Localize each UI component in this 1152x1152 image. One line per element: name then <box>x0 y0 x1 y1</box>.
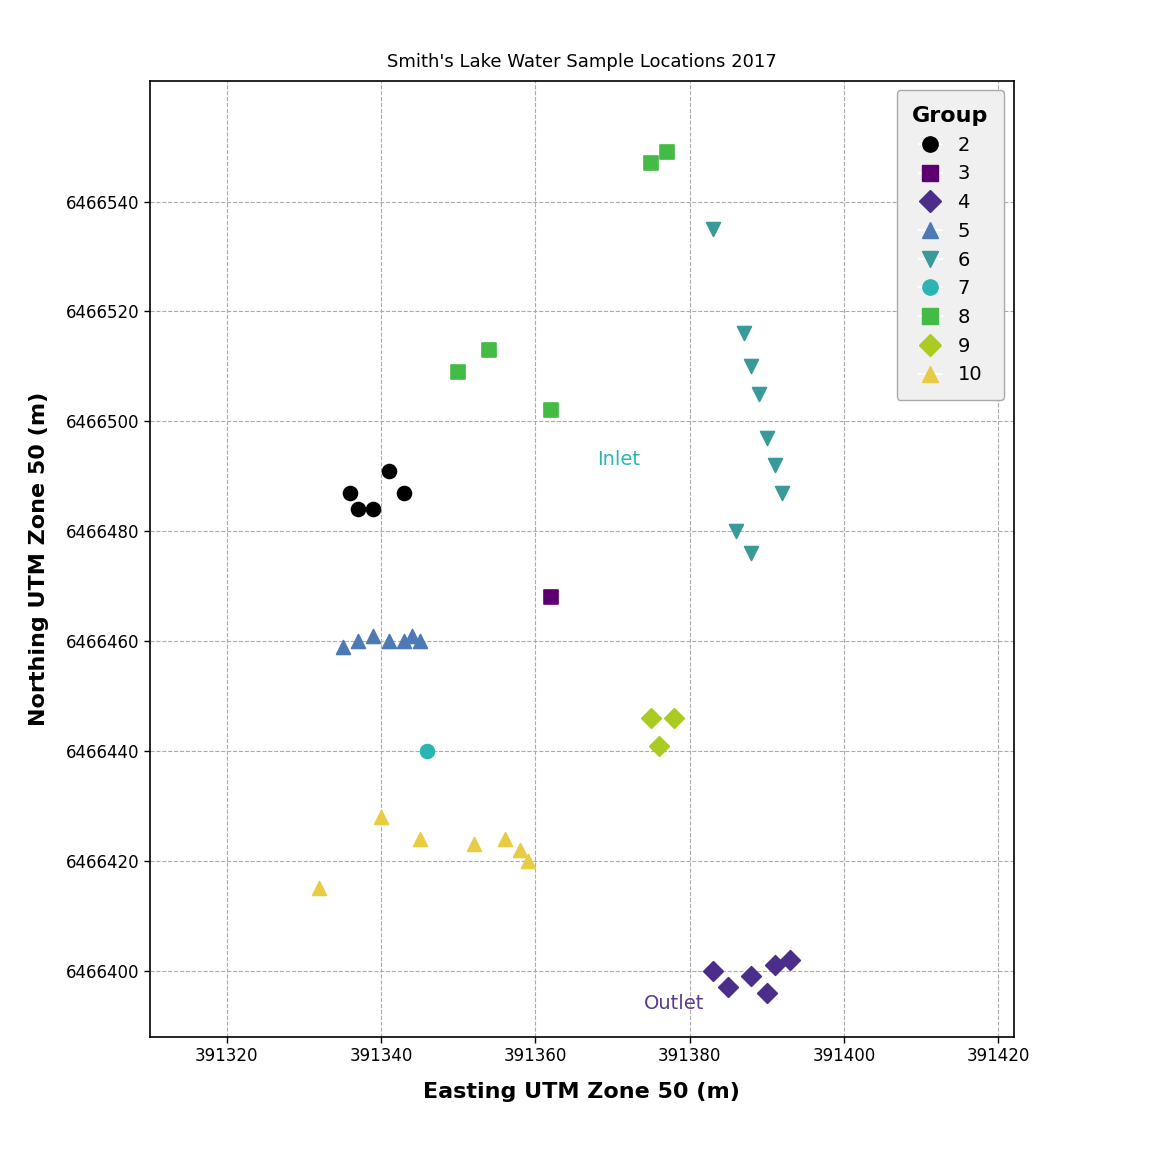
Title: Smith's Lake Water Sample Locations 2017: Smith's Lake Water Sample Locations 2017 <box>387 53 776 70</box>
Text: Inlet: Inlet <box>597 450 641 469</box>
Point <box>349 632 367 651</box>
Point <box>650 736 668 755</box>
Point <box>704 220 722 238</box>
Point <box>310 879 328 897</box>
Point <box>349 500 367 518</box>
Legend: 2, 3, 4, 5, 6, 7, 8, 9, 10: 2, 3, 4, 5, 6, 7, 8, 9, 10 <box>896 90 1005 400</box>
Point <box>541 401 560 419</box>
Point <box>735 324 753 342</box>
Point <box>742 968 760 986</box>
Point <box>333 637 351 655</box>
Point <box>510 841 529 859</box>
Point <box>480 341 499 359</box>
Point <box>372 808 391 826</box>
Point <box>449 363 468 381</box>
Point <box>727 522 745 540</box>
Y-axis label: Northing UTM Zone 50 (m): Northing UTM Zone 50 (m) <box>29 392 50 726</box>
Point <box>341 484 359 502</box>
Text: Outlet: Outlet <box>644 994 704 1014</box>
Point <box>541 588 560 606</box>
Point <box>642 154 660 173</box>
Point <box>742 357 760 376</box>
Point <box>495 829 514 848</box>
Point <box>765 456 783 475</box>
Point <box>758 984 776 1002</box>
Point <box>395 484 414 502</box>
Point <box>719 978 737 996</box>
Point <box>773 484 791 502</box>
Point <box>380 462 399 480</box>
Point <box>518 851 537 870</box>
Point <box>758 429 776 447</box>
Point <box>781 950 799 969</box>
X-axis label: Easting UTM Zone 50 (m): Easting UTM Zone 50 (m) <box>423 1082 741 1101</box>
Point <box>410 829 429 848</box>
Point <box>464 835 483 854</box>
Point <box>750 385 768 403</box>
Point <box>665 708 683 727</box>
Point <box>364 500 382 518</box>
Point <box>418 742 437 760</box>
Point <box>658 143 676 161</box>
Point <box>704 962 722 980</box>
Point <box>765 956 783 975</box>
Point <box>380 632 399 651</box>
Point <box>742 544 760 562</box>
Point <box>364 627 382 645</box>
Point <box>410 632 429 651</box>
Point <box>395 632 414 651</box>
Point <box>403 627 422 645</box>
Point <box>642 708 660 727</box>
